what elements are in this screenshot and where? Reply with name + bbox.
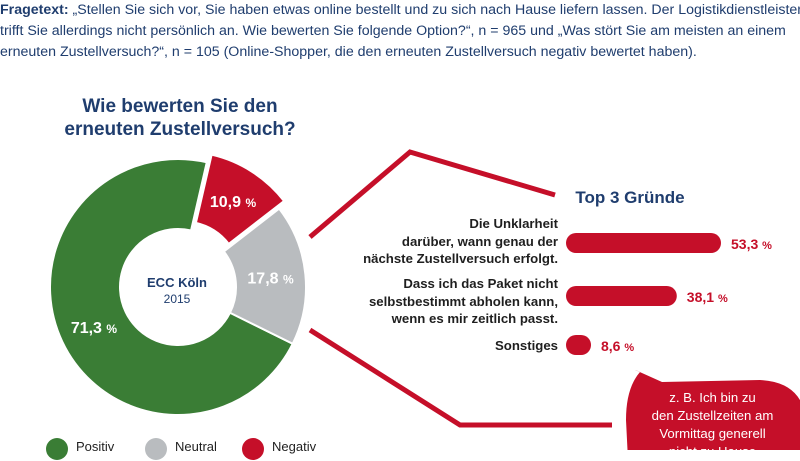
legend-dot-negative bbox=[242, 438, 264, 460]
reason-label-3: Sonstiges bbox=[495, 337, 558, 355]
question-line-3: erneuten Zustellversuch?“, n = 105 (Onli… bbox=[0, 44, 697, 60]
reason-value-1-number: 53,3 bbox=[731, 236, 759, 252]
reason-bar-1 bbox=[566, 233, 721, 253]
donut-slice-negativ bbox=[194, 153, 286, 246]
reason-bar-2 bbox=[566, 286, 677, 306]
reason-value-3-number: 8,6 bbox=[601, 338, 621, 354]
reason-value-1: 53,3 % bbox=[731, 236, 772, 252]
legend-dot-neutral bbox=[145, 438, 167, 460]
bubble-line-4: nicht zu Hause bbox=[668, 444, 757, 459]
donut-slice-positiv bbox=[49, 158, 295, 416]
reason-1-line-2: darüber, wann genau der bbox=[401, 233, 558, 249]
legend-label-negative: Negativ bbox=[272, 439, 317, 454]
reason-value-2-unit: % bbox=[717, 293, 728, 305]
bubble-line-1: z. B. Ich bin zu bbox=[669, 390, 756, 405]
bubble-line-2: den Zustellzeiten am bbox=[651, 408, 774, 423]
reason-1-line-1: Die Unklarheit bbox=[469, 216, 558, 231]
bar-chart-title: Top 3 Gründe bbox=[575, 188, 685, 207]
reason-value-3: 8,6 % bbox=[601, 338, 634, 354]
reason-2-line-3: wenn es mir zeitlich passt. bbox=[391, 311, 558, 326]
donut-value-label-neutral: 17,8 % bbox=[247, 271, 294, 288]
speech-bubble bbox=[622, 364, 800, 450]
reason-label-2: Dass ich das Paket nicht selbstbestimmt … bbox=[369, 275, 558, 328]
question-line-1: „Stellen Sie sich vor, Sie haben etwas o… bbox=[68, 2, 800, 18]
donut-value-label-positiv: 71,3 % bbox=[71, 320, 118, 337]
question-label: Fragetext: bbox=[0, 2, 69, 18]
reason-2-line-2: selbstbestimmt abholen kann, bbox=[368, 293, 558, 309]
legend-label-positive: Positiv bbox=[76, 439, 115, 454]
donut-chart: 71,3 % 17,8 % 10,9 % bbox=[49, 153, 307, 416]
donut-center bbox=[121, 230, 235, 344]
center-label-org: ECC Köln bbox=[147, 275, 207, 290]
connector-lines bbox=[308, 149, 556, 239]
reason-3-line-1: Sonstiges bbox=[494, 338, 558, 353]
connector-lines-lower bbox=[308, 327, 612, 428]
donut-value-label-negativ: 10,9 % bbox=[210, 194, 257, 211]
donut-chart-title: Wie bewerten Sie den erneuten Zustellver… bbox=[40, 95, 320, 141]
donut-title-line-2: erneuten Zustellversuch? bbox=[64, 119, 296, 140]
reason-value-1-unit: % bbox=[762, 240, 772, 252]
reason-bar-3 bbox=[566, 335, 592, 355]
reason-value-2-number: 38,1 bbox=[686, 289, 715, 305]
chart-graphics: 71,3 % 17,8 % 10,9 % bbox=[49, 149, 800, 450]
legend-dot-positive bbox=[46, 438, 68, 460]
question-line-2: trifft Sie allerdings nicht persönlich a… bbox=[0, 23, 786, 39]
bubble-text: z. B. Ich bin zu den Zustellzeiten am Vo… bbox=[630, 389, 795, 461]
reason-value-3-unit: % bbox=[624, 342, 635, 354]
donut-title-line-1: Wie bewerten Sie den bbox=[82, 96, 278, 117]
reason-label-1: Die Unklarheit darüber, wann genau der n… bbox=[363, 215, 558, 268]
center-label-year: 2015 bbox=[163, 292, 191, 306]
reason-value-2: 38,1 % bbox=[687, 289, 728, 305]
donut-slice-neutral bbox=[222, 207, 307, 346]
reason-2-line-1: Dass ich das Paket nicht bbox=[403, 276, 558, 291]
bubble-line-3: Vormittag generell bbox=[659, 426, 766, 441]
reason-1-line-3: nächste Zustellversuch erfolgt. bbox=[363, 251, 558, 266]
question-text: Fragetext: „Stellen Sie sich vor, Sie ha… bbox=[0, 0, 800, 63]
reasons-bar-chart bbox=[566, 233, 721, 355]
legend-label-neutral: Neutral bbox=[175, 439, 217, 454]
